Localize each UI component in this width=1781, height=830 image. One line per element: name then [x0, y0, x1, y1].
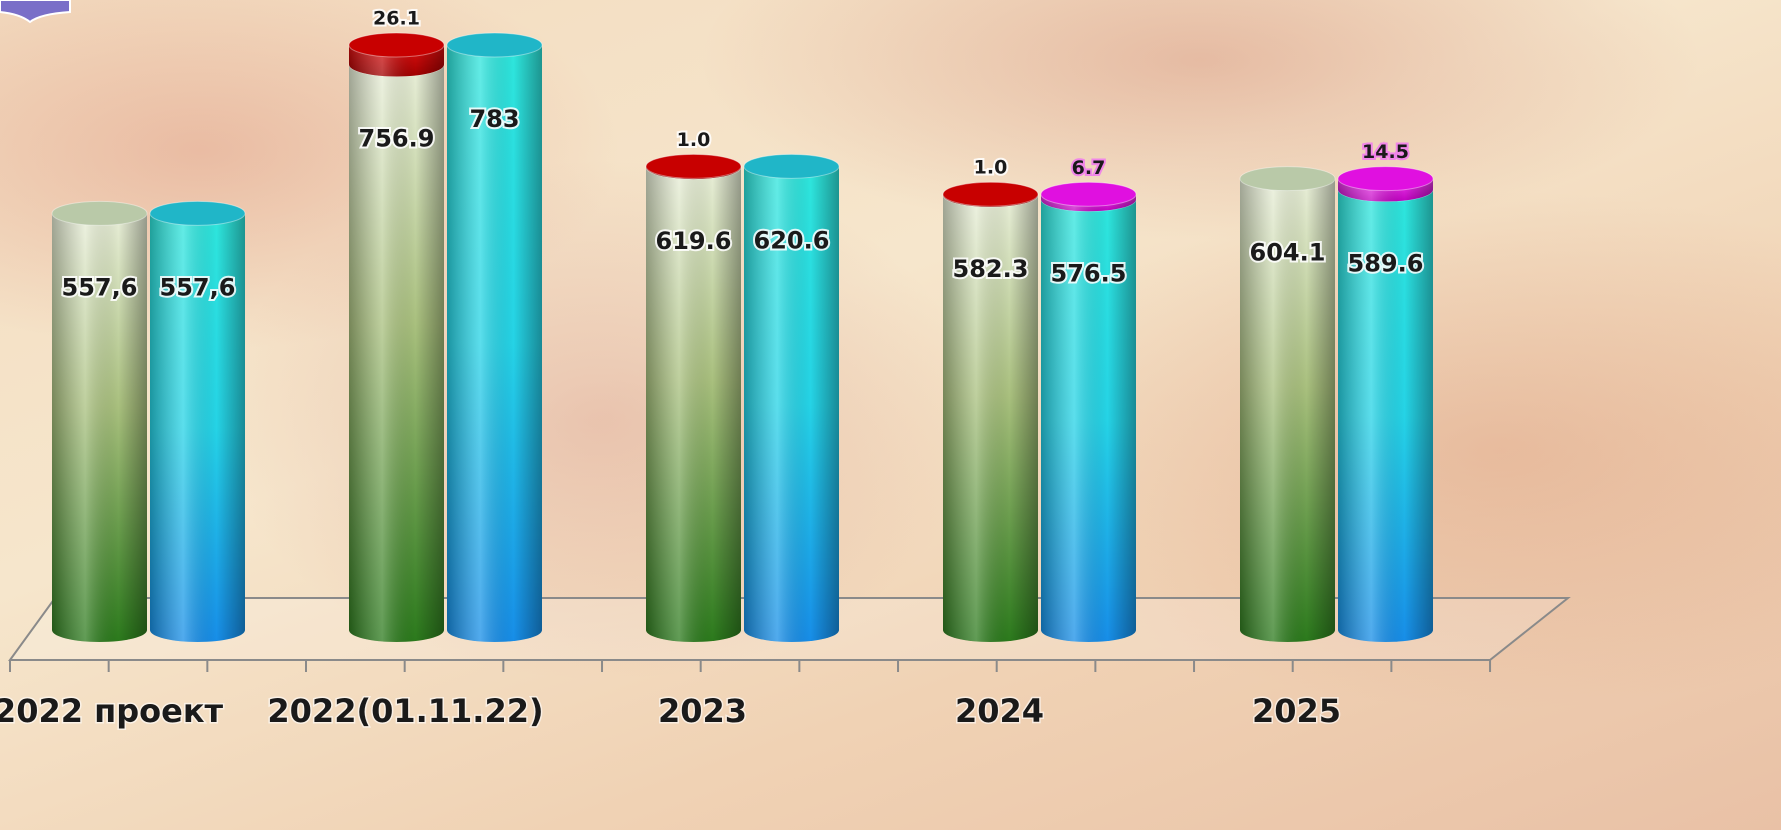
value-label: 620.6	[754, 226, 830, 254]
value-label: 604.1	[1250, 239, 1326, 267]
bar-top	[743, 153, 840, 179]
bar-shade	[646, 167, 741, 643]
x-tick-label: 2023	[658, 692, 747, 730]
x-tick-label: 2024	[955, 692, 1044, 730]
x-tick-label: 2022 проект	[0, 692, 224, 730]
value-label: 14.5	[1362, 141, 1409, 163]
value-label: 26.1	[373, 8, 420, 30]
bar-shade	[1240, 178, 1335, 642]
bar-top	[446, 32, 543, 58]
bar-shade	[1041, 199, 1136, 642]
bar-top	[51, 200, 148, 226]
value-label: 557,6	[62, 273, 138, 301]
axis-ticks	[9, 660, 1492, 672]
logo-icon	[0, 0, 71, 24]
x-tick-label: 2022(01.11.22)	[267, 692, 543, 730]
value-label: 576.5	[1051, 259, 1127, 287]
bar-top	[645, 153, 742, 179]
value-label: 619.6	[656, 227, 732, 255]
bar-shade	[943, 194, 1038, 642]
value-label: 557,6	[160, 273, 236, 301]
bar-top	[348, 32, 445, 58]
bar-top	[149, 200, 246, 226]
bar-shade	[744, 166, 839, 643]
bar-shade	[1338, 189, 1434, 642]
bar-shade	[349, 64, 444, 642]
bar-shade	[52, 213, 147, 643]
value-label: 589.6	[1348, 249, 1424, 277]
bar-top	[1337, 166, 1434, 192]
value-label: 582.3	[953, 255, 1029, 283]
bar-top	[942, 181, 1039, 207]
bar-shade	[150, 213, 245, 643]
value-label: 1.0	[974, 157, 1008, 179]
x-tick-label: 2025	[1252, 692, 1341, 730]
value-label: 1.0	[677, 129, 711, 151]
bar-shade	[447, 45, 542, 642]
value-label: 783	[469, 105, 519, 133]
bar-top	[1239, 166, 1336, 192]
bar-top	[1040, 181, 1137, 207]
value-label: 756.9	[359, 125, 435, 153]
value-label: 6.7	[1072, 157, 1106, 179]
